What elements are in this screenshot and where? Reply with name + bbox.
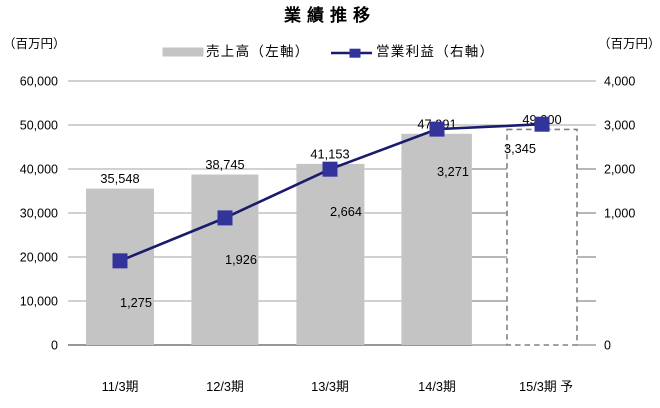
- svg-text:4,000: 4,000: [604, 75, 635, 89]
- svg-text:（百万円）: （百万円）: [598, 37, 660, 51]
- svg-text:12/3期: 12/3期: [206, 379, 244, 394]
- svg-text:50,000: 50,000: [20, 119, 58, 133]
- svg-text:60,000: 60,000: [20, 75, 58, 89]
- svg-text:（百万円）: （百万円）: [3, 37, 66, 51]
- svg-text:20,000: 20,000: [20, 251, 58, 265]
- svg-text:2,664: 2,664: [330, 204, 362, 219]
- svg-text:15/3期 予: 15/3期 予: [519, 379, 573, 394]
- svg-text:41,153: 41,153: [310, 147, 349, 162]
- svg-text:業績推移: 業績推移: [284, 5, 376, 25]
- svg-text:14/3期: 14/3期: [418, 379, 456, 394]
- svg-text:13/3期: 13/3期: [311, 379, 349, 394]
- svg-text:1,926: 1,926: [225, 252, 257, 267]
- svg-text:0: 0: [604, 339, 611, 353]
- svg-text:営業利益（右軸）: 営業利益（右軸）: [376, 44, 494, 59]
- svg-text:0: 0: [51, 339, 58, 353]
- svg-text:3,345: 3,345: [504, 141, 536, 156]
- svg-text:11/3期: 11/3期: [102, 379, 139, 394]
- svg-text:10,000: 10,000: [20, 295, 58, 309]
- svg-text:35,548: 35,548: [100, 171, 139, 186]
- svg-text:売上高（左軸）: 売上高（左軸）: [206, 43, 310, 59]
- svg-text:40,000: 40,000: [20, 163, 58, 177]
- svg-text:30,000: 30,000: [20, 207, 58, 221]
- svg-text:1,275: 1,275: [120, 295, 152, 310]
- svg-text:1,000: 1,000: [604, 207, 635, 221]
- svg-text:3,271: 3,271: [437, 164, 469, 179]
- svg-text:38,745: 38,745: [205, 157, 244, 172]
- svg-text:2,000: 2,000: [604, 163, 635, 177]
- svg-text:3,000: 3,000: [604, 119, 635, 133]
